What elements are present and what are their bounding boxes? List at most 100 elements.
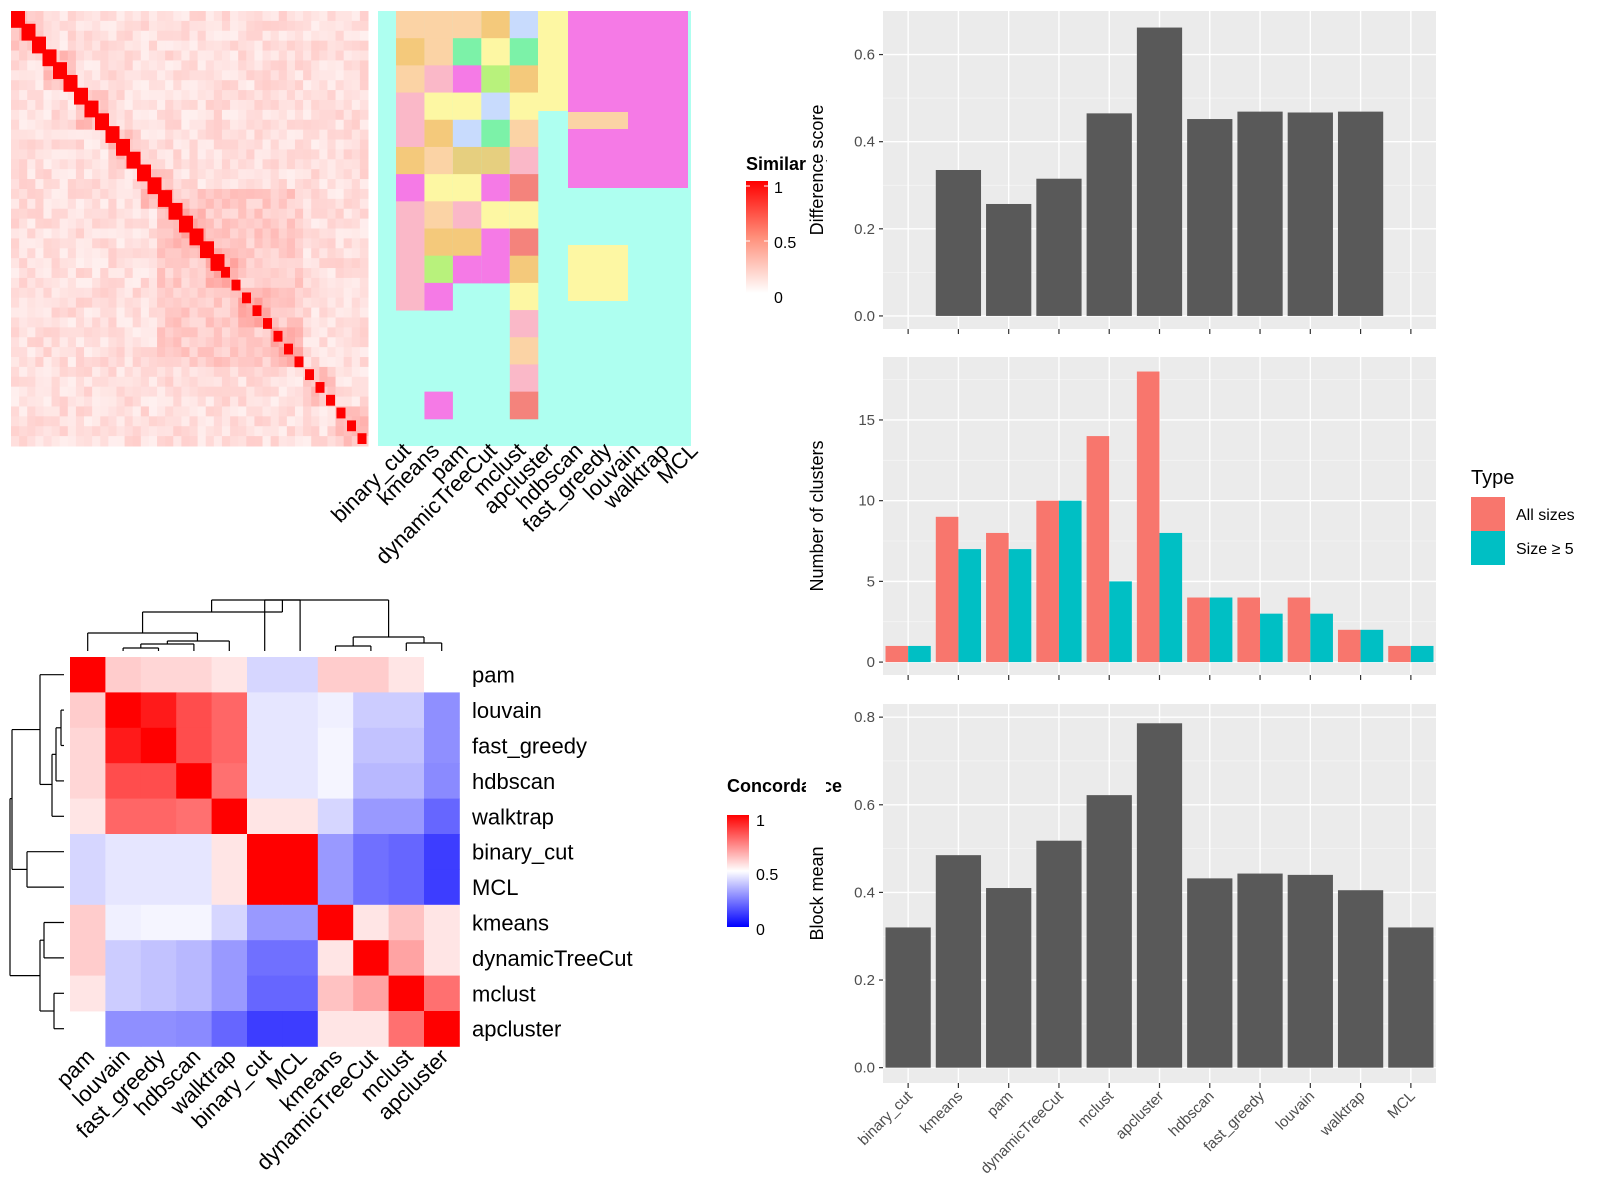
similarity-cell: [286, 129, 296, 141]
similarity-cell: [116, 40, 126, 52]
similarity-cell: [59, 208, 69, 220]
similarity-cell: [92, 277, 101, 289]
similarity-cell: [286, 337, 296, 348]
similarity-cell: [221, 90, 231, 101]
similarity-cell: [148, 11, 158, 22]
similarity-cell: [278, 109, 288, 121]
similarity-cell: [278, 129, 288, 141]
similarity-cell: [173, 11, 182, 22]
bar-all-sizes: [1287, 597, 1311, 663]
concordance-cell: [70, 869, 106, 906]
similarity-cell: [270, 218, 280, 229]
similarity-cell: [327, 238, 337, 249]
similarity-cell: [181, 188, 190, 200]
type-legend-title: Type: [1471, 467, 1514, 489]
similarity-cell: [157, 347, 166, 358]
similarity-cell: [84, 90, 93, 101]
similarity-cell: [189, 129, 199, 141]
similarity-cell: [303, 218, 312, 229]
similarity-cell: [311, 99, 320, 111]
similarity-cell: [197, 268, 207, 279]
similarity-cell: [359, 159, 369, 170]
similarity-cell: [303, 396, 312, 407]
similarity-cell: [165, 129, 174, 141]
similarity-cell: [51, 159, 61, 170]
similarity-cell: [197, 357, 207, 368]
concordance-row-label: hdbscan: [472, 769, 555, 794]
similarity-cell: [116, 80, 126, 91]
similarity-cell: [27, 376, 36, 388]
similarity-cell: [311, 436, 320, 447]
similarity-cell: [51, 287, 61, 299]
similarity-cell: [205, 297, 215, 309]
similarity-cell: [140, 188, 150, 200]
similarity-cell: [67, 436, 77, 447]
similarity-cell: [173, 90, 182, 101]
similarity-cell: [205, 70, 215, 81]
similarity-cell: [108, 386, 117, 398]
similarity-cell: [173, 337, 182, 348]
similarity-cell: [11, 90, 20, 101]
similarity-cell: [303, 416, 312, 427]
similarity-cell: [59, 188, 69, 200]
similarity-cell: [11, 277, 20, 289]
annotation-cell: [424, 146, 453, 175]
similarity-cell: [197, 90, 207, 101]
similarity-cell: [19, 70, 28, 81]
similarity-cell: [43, 208, 53, 220]
similarity-cell: [351, 297, 361, 309]
similarity-cell: [213, 208, 223, 220]
bar-size-ge-5: [1008, 549, 1032, 663]
concordance-cell: [176, 657, 212, 693]
similarity-cell: [116, 208, 126, 220]
similarity-cell: [319, 70, 328, 81]
similarity-cell: [148, 149, 158, 160]
bar-all-sizes: [1136, 371, 1160, 663]
similarity-cell: [311, 268, 320, 279]
similarity-cell: [108, 208, 117, 220]
similarity-cell: [108, 169, 117, 180]
similarity-cell: [148, 50, 158, 61]
similarity-cell: [254, 337, 264, 348]
similarity-cell: [230, 337, 239, 348]
similarity-cell: [335, 297, 345, 309]
similarity-cell: [278, 376, 288, 388]
similarity-cell: [303, 268, 312, 279]
similarity-cell: [278, 426, 288, 437]
similarity-cell: [197, 159, 207, 170]
similarity-cell: [303, 60, 312, 71]
similarity-cell: [311, 327, 320, 338]
similarity-cell: [221, 337, 231, 348]
legend-swatch-size-ge-5: [1471, 531, 1505, 565]
similarity-cell: [11, 169, 20, 180]
similarity-cell: [173, 179, 182, 190]
similarity-cell: [43, 129, 53, 141]
similarity-cell: [327, 50, 337, 61]
similarity-cell: [238, 109, 247, 121]
similarity-cell: [254, 188, 264, 200]
similarity-cell: [51, 198, 61, 210]
similarity-cell: [278, 436, 288, 447]
similarity-cell: [278, 50, 288, 61]
similarity-cell: [230, 60, 239, 71]
similarity-cell: [84, 287, 93, 299]
similarity-cell: [213, 50, 223, 61]
similarity-cell: [181, 30, 190, 42]
similarity-cell: [254, 129, 264, 141]
similarity-cell: [351, 11, 361, 22]
similarity-cell: [124, 337, 134, 348]
similarity-cell: [270, 238, 280, 249]
similarity-cell: [327, 268, 337, 279]
similarity-cell: [100, 436, 109, 447]
similarity-cell: [173, 248, 182, 259]
similarity-cell: [173, 268, 182, 279]
similarity-cell: [351, 129, 361, 141]
similarity-cell: [205, 357, 215, 368]
similarity-cell: [84, 376, 93, 388]
similarity-cell: [205, 198, 215, 210]
similarity-cell: [27, 406, 36, 417]
similarity-cell: [173, 70, 182, 81]
similarity-cell: [278, 188, 288, 200]
similarity-cell: [335, 99, 345, 111]
